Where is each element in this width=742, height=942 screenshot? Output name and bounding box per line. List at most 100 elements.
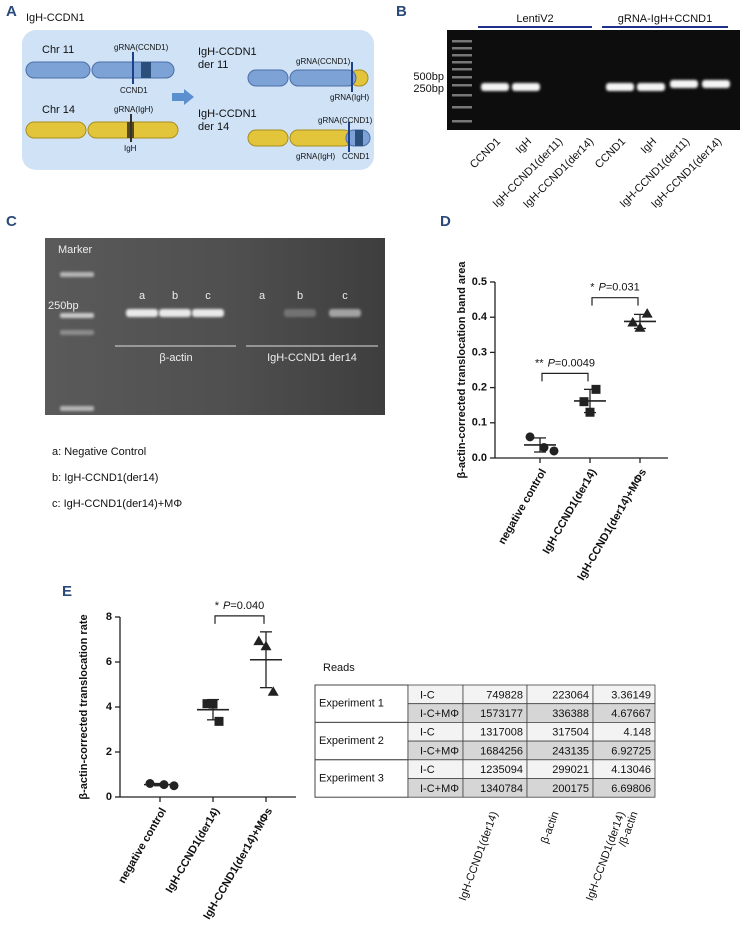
y-tick-label: 2 (106, 746, 112, 758)
stars: * (215, 600, 220, 612)
y-tick-label: 8 (106, 611, 112, 623)
cell-text: I-C (420, 689, 435, 701)
gene-band (141, 62, 151, 78)
der-title: IgH-CCDN1 (198, 46, 257, 58)
cell-text: I-C+MΦ (420, 708, 459, 720)
cell-text: 6.69806 (611, 783, 651, 795)
cell-text: 223064 (552, 689, 589, 701)
x-tick-label: IgH-CCND1(der14) (541, 467, 600, 556)
cell (407, 684, 464, 705)
gel-band (606, 83, 634, 91)
chromosome-arm (247, 129, 289, 147)
der-title: der 14 (198, 121, 229, 133)
panel-label: E (62, 583, 72, 600)
table-title: Reads (323, 662, 355, 674)
lane-label: b (172, 290, 178, 302)
point (539, 442, 549, 452)
lane-label: a (139, 290, 146, 302)
y-tick-label: 0 (106, 791, 112, 803)
gel-band (284, 309, 316, 317)
experiment-name: Experiment 3 (319, 772, 384, 784)
significance-label: * P=0.040 (215, 600, 265, 612)
size-label: 500bp (413, 71, 444, 83)
ladder-band (452, 76, 472, 79)
gel (45, 238, 385, 415)
grna-label: gRNA(CCND1) (318, 116, 373, 125)
chromosome-arm (25, 121, 87, 139)
gene-label: IgH (124, 144, 137, 153)
cell-text: 1684256 (480, 745, 523, 757)
ladder-band (452, 40, 472, 43)
cell-text: 4.148 (623, 727, 651, 739)
reads-table: Reads Experiment 1 I-C 749828 223064 3.36149… (314, 662, 656, 902)
panel-label: B (396, 3, 407, 20)
ladder-band (60, 272, 94, 277)
significance-bracket (214, 615, 265, 624)
ladder-band (60, 330, 94, 335)
p-value: =0.040 (230, 600, 264, 612)
cell (592, 778, 656, 798)
point (145, 779, 155, 788)
stars: ** (535, 357, 544, 369)
cell-text: 1235094 (480, 764, 523, 776)
cell-text: 336388 (552, 708, 589, 720)
legend-text: b: IgH-CCND1(der14) (52, 472, 158, 484)
experiment-name: Experiment 2 (319, 735, 384, 747)
ladder-band (452, 61, 472, 64)
y-tick-label: 0.1 (472, 417, 487, 429)
ladder-band (452, 94, 472, 97)
grna-label: gRNA(CCND1) (296, 57, 351, 66)
cell-text: 749828 (486, 689, 523, 701)
ladder-band (452, 54, 472, 57)
point (585, 407, 595, 417)
gel (447, 30, 740, 130)
group-label: gRNA-IgH+CCND1 (618, 13, 712, 25)
point (267, 686, 279, 696)
arrow (172, 89, 194, 105)
chromosome-arm (247, 69, 289, 87)
lane-label: CCND1 (468, 136, 503, 171)
cell (407, 759, 464, 779)
x-tick-label: IgH-CCND1(der14) (164, 806, 223, 895)
cell-text: I-C (420, 727, 435, 739)
diagram-title: IgH-CCDN1 (26, 12, 85, 24)
gel-band (329, 309, 361, 317)
column-label: β-actin (539, 810, 562, 845)
ladder-band (452, 106, 472, 109)
der-title: IgH-CCDN1 (198, 108, 257, 120)
cell-text: 1573177 (480, 708, 523, 720)
y-tick-label: 0.2 (472, 382, 487, 394)
cell-text: 299021 (552, 764, 589, 776)
significance-bracket (541, 372, 589, 382)
point (627, 316, 639, 327)
chr-label: Chr 14 (42, 104, 75, 116)
point (634, 322, 646, 332)
experiment-name: Experiment 1 (319, 698, 384, 710)
lane-label: IgH (639, 136, 660, 157)
point (208, 699, 218, 709)
lane-label: a (259, 290, 266, 302)
y-axis-label: β-actin-corrected translocation rate (78, 614, 90, 799)
lane-label: CCND1 (593, 136, 628, 171)
gel-band (637, 83, 665, 91)
y-tick-label: 0.0 (472, 452, 487, 464)
point (591, 384, 601, 394)
grna-label: gRNA(CCND1) (114, 43, 169, 52)
lane-label: c (205, 290, 211, 302)
lane-label: b (297, 290, 303, 302)
cell-text: 3.36149 (611, 689, 651, 701)
chromosome-arm (289, 129, 353, 147)
x-tick-label: negative control (496, 467, 549, 547)
point (159, 780, 169, 790)
ladder-band (452, 120, 472, 123)
gel-band (192, 309, 224, 317)
gel-band (481, 83, 509, 91)
y-tick-label: 0.4 (472, 311, 488, 323)
panel-label: D (440, 213, 451, 230)
gene-label: CCND1 (342, 152, 370, 161)
point (214, 716, 224, 726)
y-tick-label: 0.5 (472, 276, 487, 288)
grna-label: gRNA(IgH) (114, 105, 153, 114)
y-axis-label: β-actin-corrected translocation band are… (456, 261, 468, 479)
